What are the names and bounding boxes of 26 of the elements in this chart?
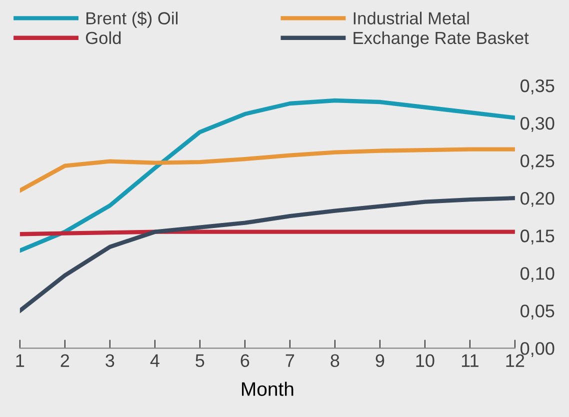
x-tick-label: 4	[150, 354, 160, 367]
x-tick-label: 5	[196, 354, 204, 368]
legend-label: Brent ($) Oil	[86, 11, 178, 28]
line-series	[20, 98, 515, 253]
x-tick-label: 9	[376, 354, 384, 368]
y-tick-label: 0,15	[520, 230, 554, 244]
y-tick-label: 0,35	[520, 79, 554, 94]
x-tick-label: 2	[60, 354, 70, 367]
line-series	[20, 147, 515, 193]
x-tick-label: 7	[286, 354, 294, 367]
y-tick-label: 0,20	[520, 192, 554, 207]
x-tick-label: 6	[240, 354, 250, 368]
x-tick-label: 3	[106, 354, 114, 368]
legend-label: Exchange Rate Basket	[354, 31, 529, 48]
x-tick-label: 11	[462, 354, 478, 367]
y-tick-label: 0,25	[520, 154, 554, 170]
x-tick-label: 1	[16, 354, 24, 367]
legend-label: Gold	[86, 31, 121, 44]
line-series	[20, 196, 515, 313]
y-tick-label: 0,10	[520, 267, 554, 282]
y-tick-label: 0,30	[520, 116, 554, 132]
x-axis-title: Month	[242, 382, 294, 396]
y-tick-label: 0,05	[520, 304, 554, 320]
x-tick-label: 10	[416, 354, 434, 368]
x-tick-label: 8	[330, 354, 340, 368]
legend-label: Industrial Metal	[354, 12, 469, 24]
